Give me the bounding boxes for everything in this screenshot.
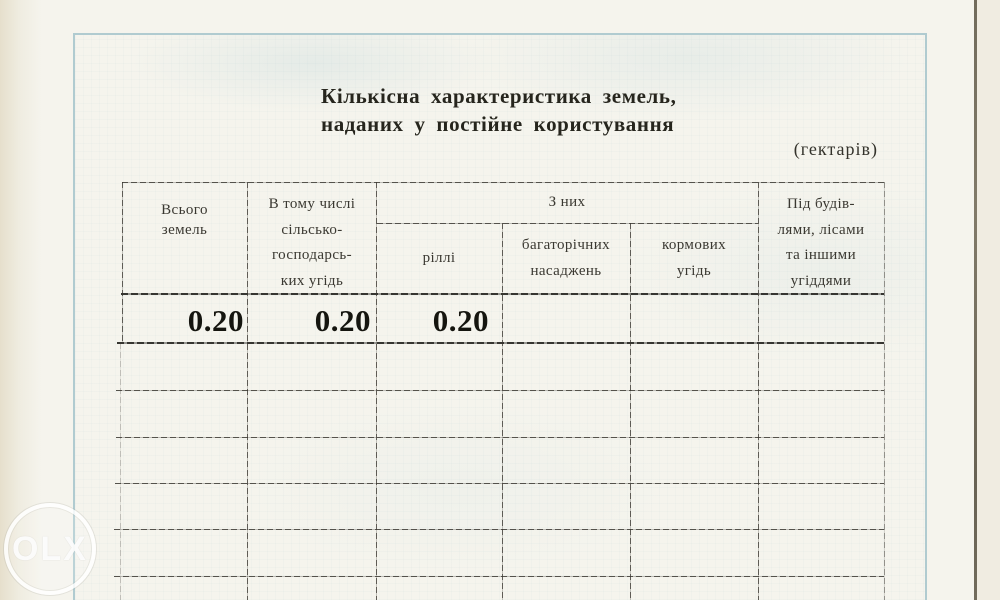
unit-label: (гектарів) [793,139,878,159]
col-header-perennial-plantings: багаторічних насаджень [521,237,611,279]
table-values-row-line [117,342,884,344]
col-header-fodder-lands: кормових угідь [661,237,727,279]
table-subcolumn-divider [502,223,503,600]
table-right-border [884,182,885,600]
olx-watermark-text: OLX [12,529,88,568]
col-header-arable: ріллі [422,249,456,266]
col-header-agricultural-land: В тому числі сільсько- господарсь- ких у… [268,196,356,289]
col-header-buildings-forests: Під будів- лями, лісами та іншими угіддя… [777,196,865,289]
col-header-total-land: Всього земель [161,202,208,238]
left-page-edge-shading [0,0,42,600]
right-margin-strip [977,0,1000,600]
table-row-line [116,437,884,438]
table-group-split-line [377,223,758,224]
table-subcolumn-divider [630,223,631,600]
table-column-divider [376,182,377,600]
table-row-line [116,390,884,391]
olx-watermark: OLX [4,503,96,595]
table-column-divider [758,182,759,600]
table-top-line [122,182,884,183]
table-row-line [114,576,884,577]
paper-grid-texture [75,35,925,600]
page-title-line-2: наданих у постійне користування [321,112,675,136]
value-arable: 0.20 [432,302,489,338]
table-left-border [122,182,123,343]
value-agricultural-land: 0.20 [314,302,371,338]
value-total-land: 0.20 [187,302,244,338]
page-right-edge-line [974,0,977,600]
blue-border-frame [73,33,927,600]
page-title: Кількісна характеристика земель, наданих… [321,82,676,138]
table-row-line [114,529,884,530]
page-title-line-1: Кількісна характеристика земель, [321,84,677,108]
table-left-border-lower [120,343,121,600]
table-column-divider [247,182,248,600]
group-header-of-them: З них [548,193,586,210]
table-row-line [115,483,884,484]
